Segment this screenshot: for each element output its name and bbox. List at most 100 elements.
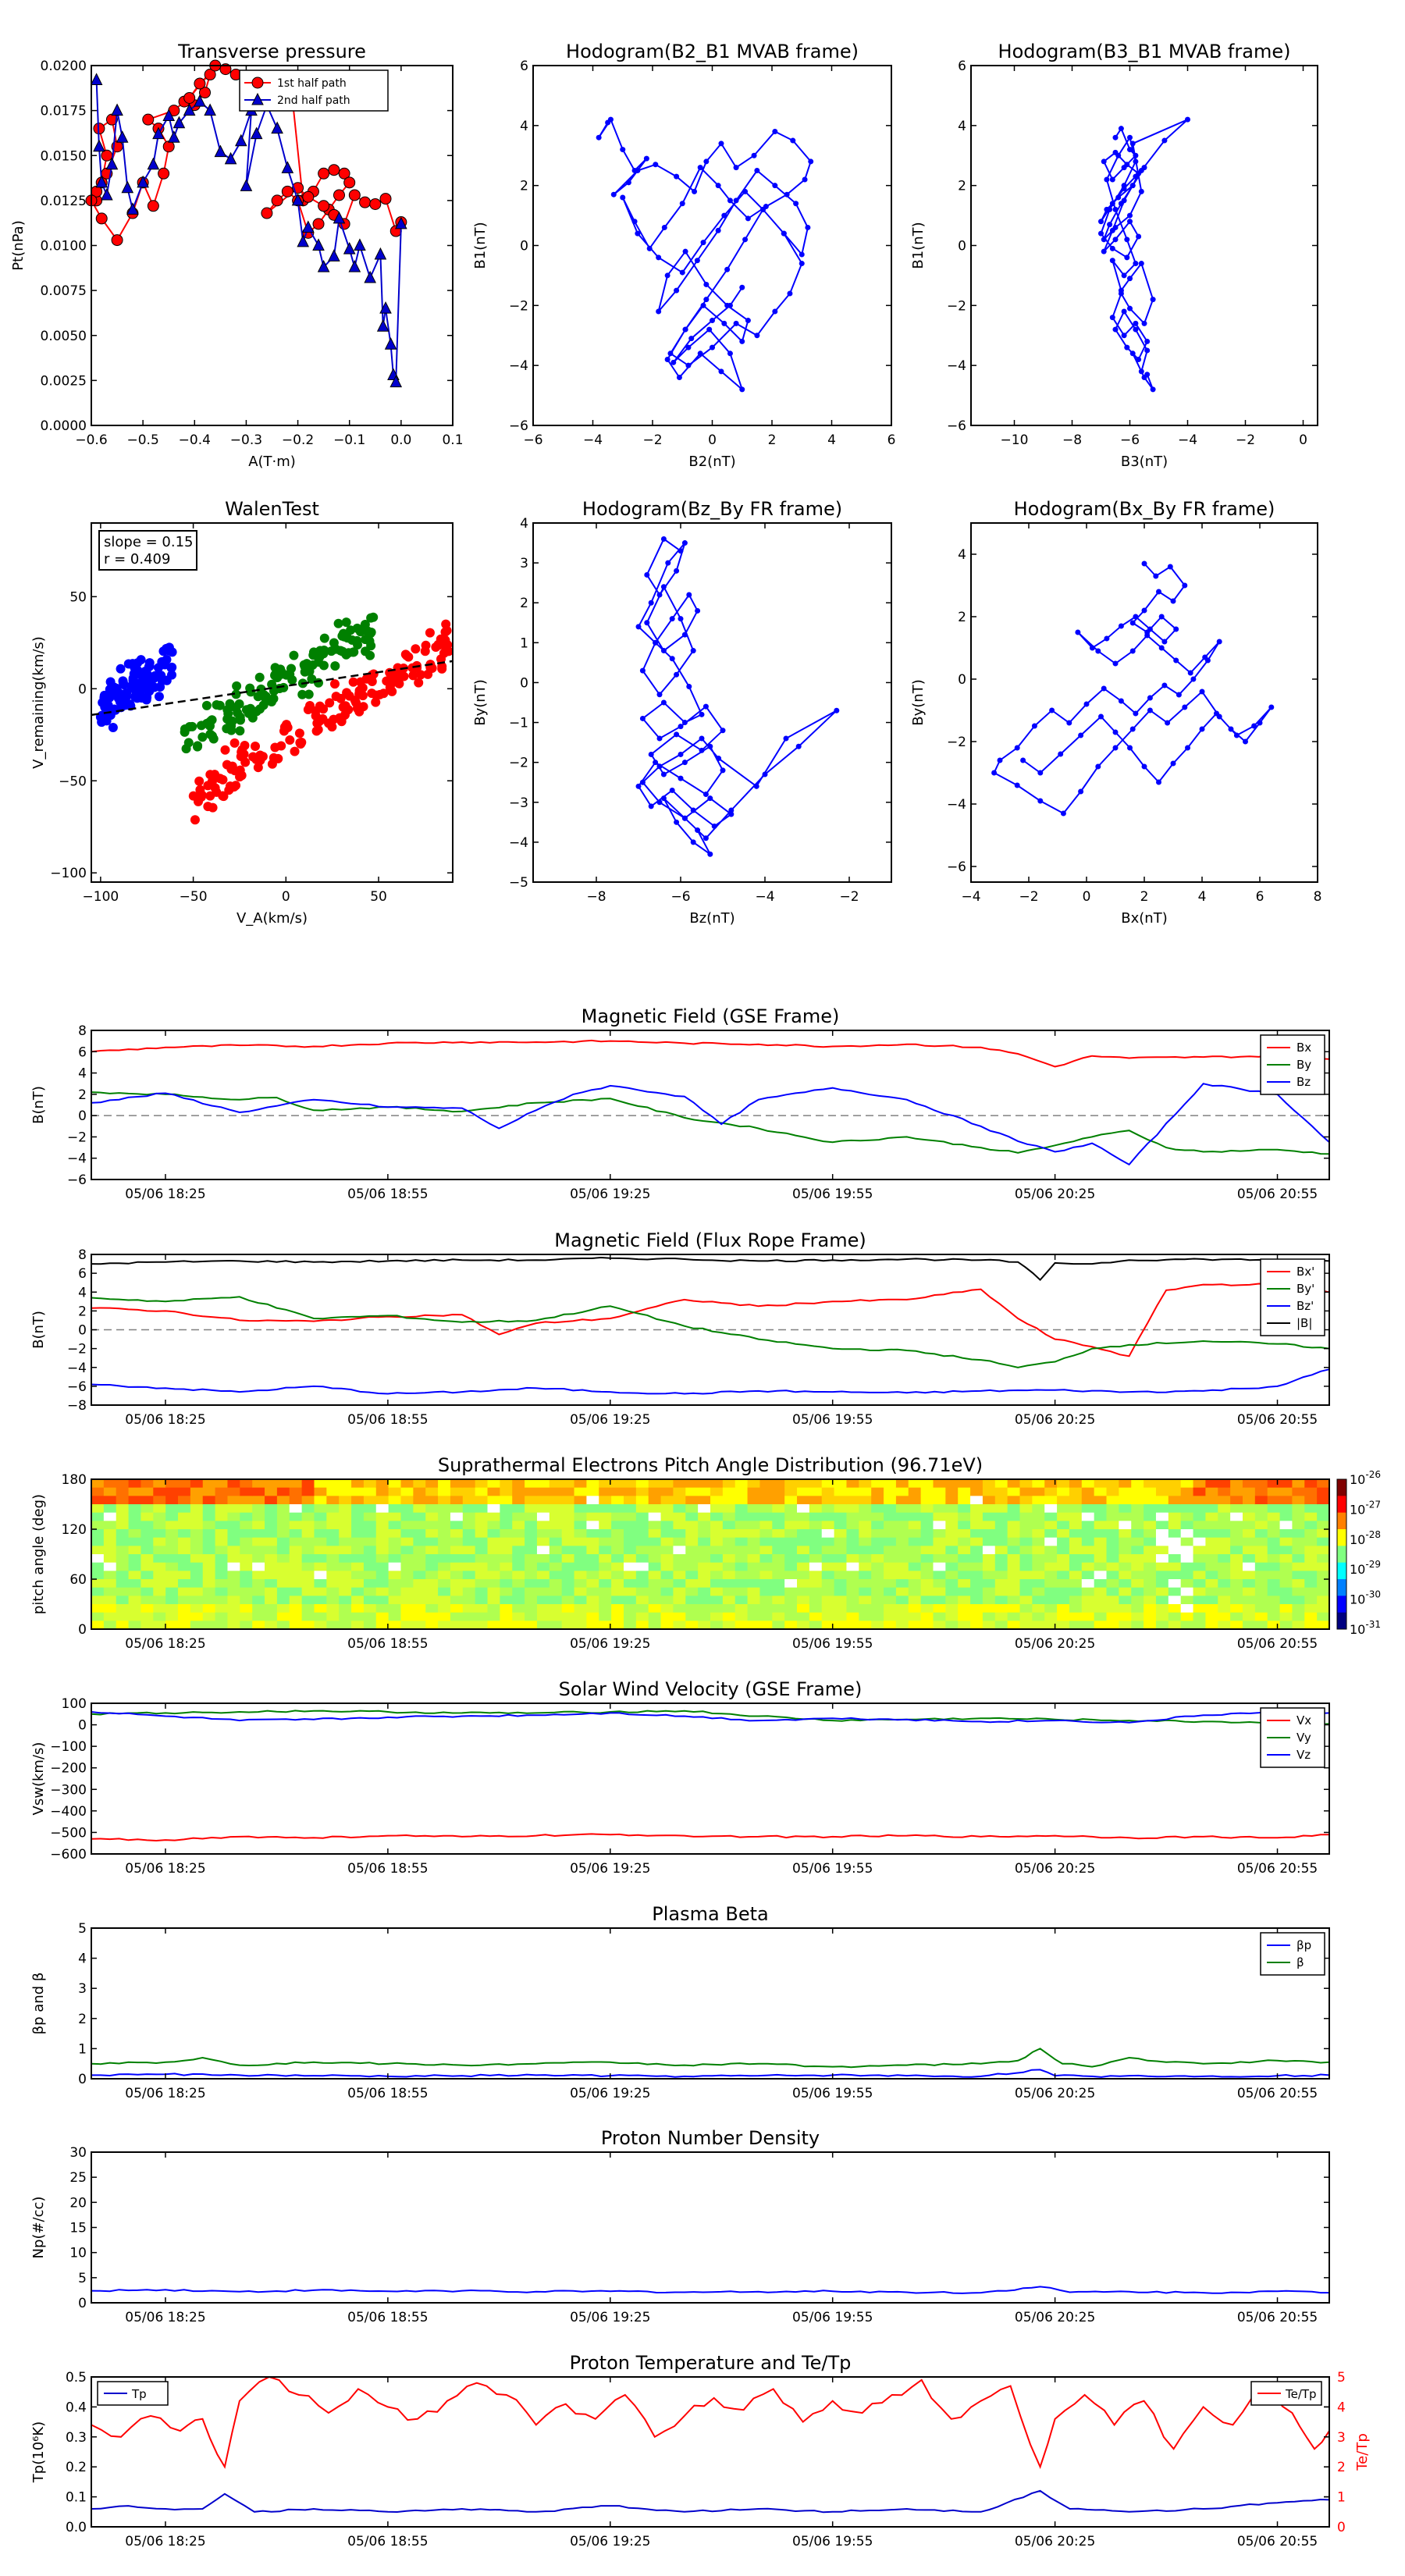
heatmap-cell — [722, 1496, 736, 1505]
data-point — [656, 308, 662, 315]
scatter-point — [399, 671, 409, 681]
heatmap-cell — [945, 1479, 959, 1489]
scatter-point — [330, 661, 340, 671]
heatmap-cell — [586, 1612, 599, 1621]
heatmap-cell — [326, 1512, 340, 1521]
heatmap-cell — [945, 1587, 959, 1596]
heatmap-cell — [301, 1496, 315, 1505]
heatmap-cell — [103, 1504, 117, 1514]
scatter-point — [187, 721, 197, 731]
data-point — [720, 728, 726, 734]
heatmap-cell — [1230, 1579, 1243, 1589]
data-point — [1138, 188, 1144, 194]
scatter-point — [304, 689, 314, 699]
heatmap-cell — [1230, 1612, 1243, 1621]
heatmap-cell — [1254, 1621, 1268, 1630]
heatmap-cell — [1106, 1554, 1119, 1564]
heatmap-cell — [1242, 1512, 1256, 1521]
heatmap-cell — [982, 1537, 996, 1546]
heatmap-cell — [660, 1587, 674, 1596]
heatmap-cell — [586, 1546, 599, 1555]
heatmap-cell — [1205, 1579, 1218, 1589]
heatmap-cell — [375, 1612, 389, 1621]
heatmap-cell — [660, 1621, 674, 1630]
heatmap-cell — [574, 1587, 587, 1596]
heatmap-cell — [363, 1529, 377, 1539]
heatmap-cell — [202, 1562, 216, 1571]
heatmap-cell — [462, 1529, 476, 1539]
data-point — [204, 69, 216, 81]
heatmap-cell — [660, 1579, 674, 1589]
heatmap-cell — [908, 1479, 922, 1489]
heatmap-cell — [487, 1562, 500, 1571]
heatmap-cell — [190, 1571, 204, 1580]
heatmap-cell — [970, 1596, 984, 1605]
heatmap-cell — [772, 1579, 785, 1589]
heatmap-cell — [339, 1604, 352, 1614]
heatmap-cell — [994, 1546, 1008, 1555]
heatmap-cell — [772, 1479, 785, 1489]
plot-frame — [91, 1254, 1330, 1406]
heatmap-cell — [500, 1562, 513, 1571]
data-point — [754, 167, 760, 173]
heatmap-cell — [970, 1612, 984, 1621]
heatmap-cell — [933, 1537, 946, 1546]
heatmap-cell — [103, 1621, 117, 1630]
heatmap-cell — [462, 1579, 476, 1589]
data-point — [646, 245, 653, 251]
data-point — [1129, 141, 1136, 147]
heatmap-cell — [722, 1487, 736, 1496]
scatter-point — [352, 623, 362, 633]
heatmap-cell — [1032, 1604, 1045, 1614]
heatmap-cell — [933, 1496, 946, 1505]
data-point — [384, 337, 397, 350]
y-tick-label: 0 — [78, 1718, 87, 1734]
heatmap-cell — [276, 1496, 290, 1505]
heatmap-cell — [895, 1496, 909, 1505]
data-point — [95, 212, 108, 225]
series-line — [637, 537, 838, 856]
heatmap-cell — [747, 1512, 760, 1521]
heatmap-cell — [215, 1587, 228, 1596]
y-tick-label: −6 — [67, 1172, 87, 1188]
heatmap-cell — [363, 1562, 377, 1571]
heatmap-cell — [821, 1571, 835, 1580]
heatmap-cell — [388, 1554, 401, 1564]
y-tick-label: 8 — [78, 1023, 87, 1039]
heatmap-cell — [1019, 1537, 1033, 1546]
heatmap-cell — [314, 1596, 327, 1605]
heatmap-cell — [859, 1521, 872, 1530]
heatmap-cell — [908, 1496, 922, 1505]
heatmap-cell — [1007, 1621, 1020, 1630]
heatmap-cell — [549, 1621, 563, 1630]
heatmap-cell — [289, 1571, 303, 1580]
heatmap-cell — [450, 1621, 464, 1630]
heatmap-cell — [859, 1479, 872, 1489]
heatmap-cell — [265, 1537, 278, 1546]
scatter-point — [197, 790, 207, 800]
heatmap-cell — [462, 1554, 476, 1564]
heatmap-cell — [128, 1504, 141, 1514]
heatmap-cell — [375, 1596, 389, 1605]
heatmap-cell — [611, 1512, 624, 1521]
heatmap-cell — [1007, 1562, 1020, 1571]
heatmap-cell — [635, 1529, 649, 1539]
heatmap-cell — [178, 1487, 191, 1496]
data-point — [1089, 645, 1095, 651]
heatmap-cell — [1168, 1496, 1182, 1505]
heatmap-cell — [599, 1496, 612, 1505]
heatmap-cell — [1144, 1571, 1157, 1580]
data-point — [1115, 152, 1122, 158]
heatmap-cell — [425, 1512, 439, 1521]
y-tick-label-right: 1 — [1337, 2490, 1346, 2506]
time-tick-label: 05/06 18:25 — [125, 2310, 205, 2325]
heatmap-cell — [920, 1521, 934, 1530]
heatmap-cell — [475, 1604, 489, 1614]
y-tick-label: −100 — [50, 1739, 87, 1755]
time-tick-label: 05/06 19:55 — [792, 2534, 873, 2549]
time-tick-label: 05/06 20:55 — [1237, 1636, 1318, 1652]
data-point — [1185, 116, 1190, 123]
x-tick-label: −4 — [583, 432, 603, 448]
data-point — [784, 191, 790, 197]
data-point — [1228, 726, 1234, 732]
